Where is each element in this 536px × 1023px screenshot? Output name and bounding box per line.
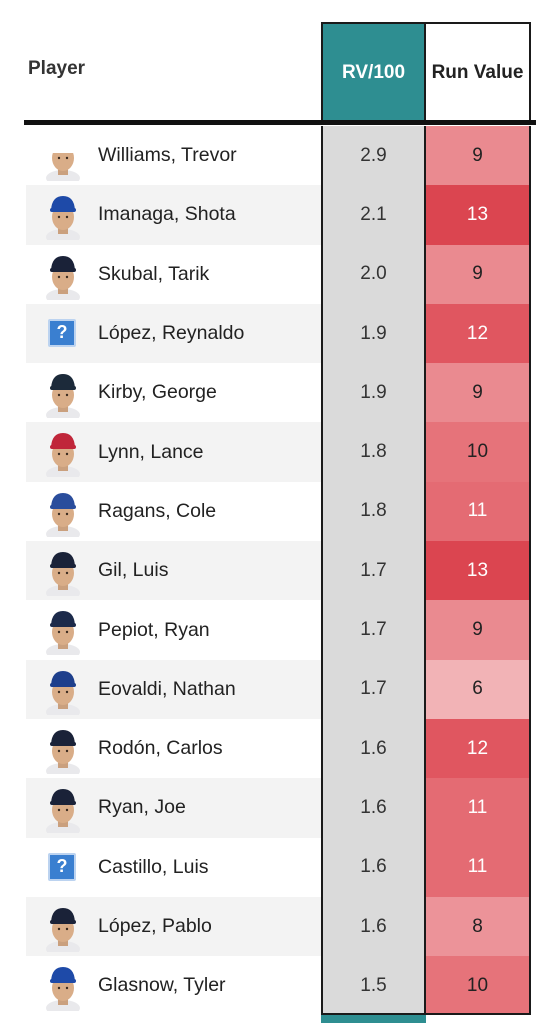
run-value-cell: 11: [426, 778, 531, 838]
table-row[interactable]: Skubal, Tarik 2.0 9: [26, 244, 536, 304]
player-cell: Ryan, Joe: [26, 778, 321, 838]
player-cell: Pepiot, Ryan: [26, 600, 321, 659]
next-header-edge: [321, 1015, 426, 1023]
player-headshot-icon: [40, 487, 86, 537]
footer-divider: [321, 1013, 531, 1015]
player-headshot-icon: [40, 131, 86, 181]
player-headshot-icon: [40, 427, 86, 478]
run-value-cell: 6: [426, 659, 531, 719]
rv100-cell: 1.6: [321, 896, 426, 957]
rv100-column-header[interactable]: RV/100: [321, 22, 426, 121]
player-name[interactable]: López, Pablo: [98, 915, 212, 937]
player-name[interactable]: Lynn, Lance: [98, 440, 204, 463]
table-row[interactable]: Gil, Luis 1.7 13: [26, 541, 536, 601]
player-column-header[interactable]: Player: [28, 58, 86, 79]
rv100-cell: 1.5: [321, 956, 426, 1016]
player-cell: Skubal, Tarik: [26, 245, 321, 304]
player-name[interactable]: Castillo, Luis: [98, 855, 209, 878]
player-headshot-icon: [40, 368, 86, 419]
run-value-cell: 9: [426, 600, 531, 660]
run-value-cell: 13: [426, 185, 531, 245]
player-name[interactable]: Ragans, Cole: [98, 499, 217, 522]
player-cell: Eovaldi, Nathan: [26, 659, 321, 719]
run-value-cell: 8: [426, 896, 531, 957]
player-cell: Glasnow, Tyler: [26, 956, 321, 1015]
player-name[interactable]: Kirby, George: [98, 381, 217, 404]
run-value-cell: 9: [426, 363, 531, 423]
table-row[interactable]: ? López, Reynaldo 1.9 12: [26, 303, 536, 364]
run-value-cell: 11: [426, 481, 531, 542]
rv100-cell: 1.9: [321, 363, 426, 423]
rv100-cell: 1.6: [321, 778, 426, 838]
player-name[interactable]: Imanaga, Shota: [98, 203, 236, 226]
player-headshot-icon: [40, 546, 86, 597]
table-row[interactable]: Rodón, Carlos 1.6 12: [26, 718, 536, 779]
player-cell: Lynn, Lance: [26, 422, 321, 482]
player-headshot-icon: [40, 605, 86, 656]
player-name[interactable]: Skubal, Tarik: [98, 262, 210, 285]
table-row[interactable]: López, Pablo 1.6 8: [26, 896, 536, 957]
player-cell: Gil, Luis: [26, 541, 321, 601]
table-row[interactable]: ? Castillo, Luis 1.6 11: [26, 837, 536, 897]
table-row[interactable]: Kirby, George 1.9 9: [26, 363, 536, 423]
player-cell: Imanaga, Shota: [26, 185, 321, 245]
rv100-cell: 1.6: [321, 837, 426, 897]
run-value-column-header[interactable]: Run Value: [426, 22, 531, 121]
rv100-cell: 1.8: [321, 422, 426, 482]
player-name[interactable]: Rodón, Carlos: [98, 737, 223, 760]
table-row[interactable]: Imanaga, Shota 2.1 13: [26, 185, 536, 245]
table-row[interactable]: Ragans, Cole 1.8 11: [26, 481, 536, 542]
player-name[interactable]: Pepiot, Ryan: [98, 618, 210, 641]
header-divider: [24, 120, 536, 125]
player-headshot-icon: [40, 250, 86, 300]
run-value-cell: 12: [426, 303, 531, 364]
rv100-cell: 2.0: [321, 244, 426, 304]
player-name[interactable]: Gil, Luis: [98, 559, 169, 582]
rv100-cell: 1.7: [321, 600, 426, 660]
player-cell: Williams, Trevor: [26, 126, 321, 185]
player-cell: López, Pablo: [26, 896, 321, 957]
player-headshot-icon: [40, 724, 86, 774]
rv100-cell: 1.8: [321, 481, 426, 542]
rv100-cell: 1.7: [321, 541, 426, 601]
rv100-cell: 1.7: [321, 659, 426, 719]
player-name[interactable]: López, Reynaldo: [98, 322, 245, 345]
run-value-cell: 10: [426, 422, 531, 482]
player-headshot-icon: [40, 665, 86, 715]
player-name[interactable]: Ryan, Joe: [98, 796, 186, 819]
player-cell: Rodón, Carlos: [26, 719, 321, 778]
player-headshot-icon: [40, 961, 86, 1012]
table-body: Williams, Trevor 2.9 9 Imanaga, Shota 2.…: [26, 126, 536, 1016]
rv100-cell: 2.9: [321, 126, 426, 186]
table-row[interactable]: Glasnow, Tyler 1.5 10: [26, 956, 536, 1016]
run-value-cell: 13: [426, 541, 531, 601]
run-value-cell: 12: [426, 718, 531, 779]
rv100-cell: 2.1: [321, 185, 426, 245]
player-cell: ? López, Reynaldo: [26, 303, 321, 364]
player-cell: Kirby, George: [26, 363, 321, 422]
rv100-cell: 1.6: [321, 718, 426, 779]
run-value-cell: 10: [426, 956, 531, 1016]
player-name[interactable]: Glasnow, Tyler: [98, 974, 226, 997]
table-row[interactable]: Pepiot, Ryan 1.7 9: [26, 600, 536, 660]
run-value-cell: 9: [426, 244, 531, 304]
player-headshot-icon: [40, 190, 86, 241]
player-cell: ? Castillo, Luis: [26, 838, 321, 897]
table-row[interactable]: Williams, Trevor 2.9 9: [26, 126, 536, 186]
run-value-cell: 9: [426, 126, 531, 186]
rv100-cell: 1.9: [321, 303, 426, 364]
player-headshot-icon: [40, 783, 86, 834]
unknown-player-icon: ?: [48, 852, 76, 881]
table-row[interactable]: Lynn, Lance 1.8 10: [26, 422, 536, 482]
unknown-player-icon: ?: [48, 318, 76, 347]
table-row[interactable]: Eovaldi, Nathan 1.7 6: [26, 659, 536, 719]
player-headshot-icon: [40, 902, 86, 952]
player-name[interactable]: Williams, Trevor: [98, 144, 237, 167]
player-cell: Ragans, Cole: [26, 482, 321, 541]
run-value-cell: 11: [426, 837, 531, 897]
player-name[interactable]: Eovaldi, Nathan: [98, 677, 236, 700]
table-row[interactable]: Ryan, Joe 1.6 11: [26, 778, 536, 838]
